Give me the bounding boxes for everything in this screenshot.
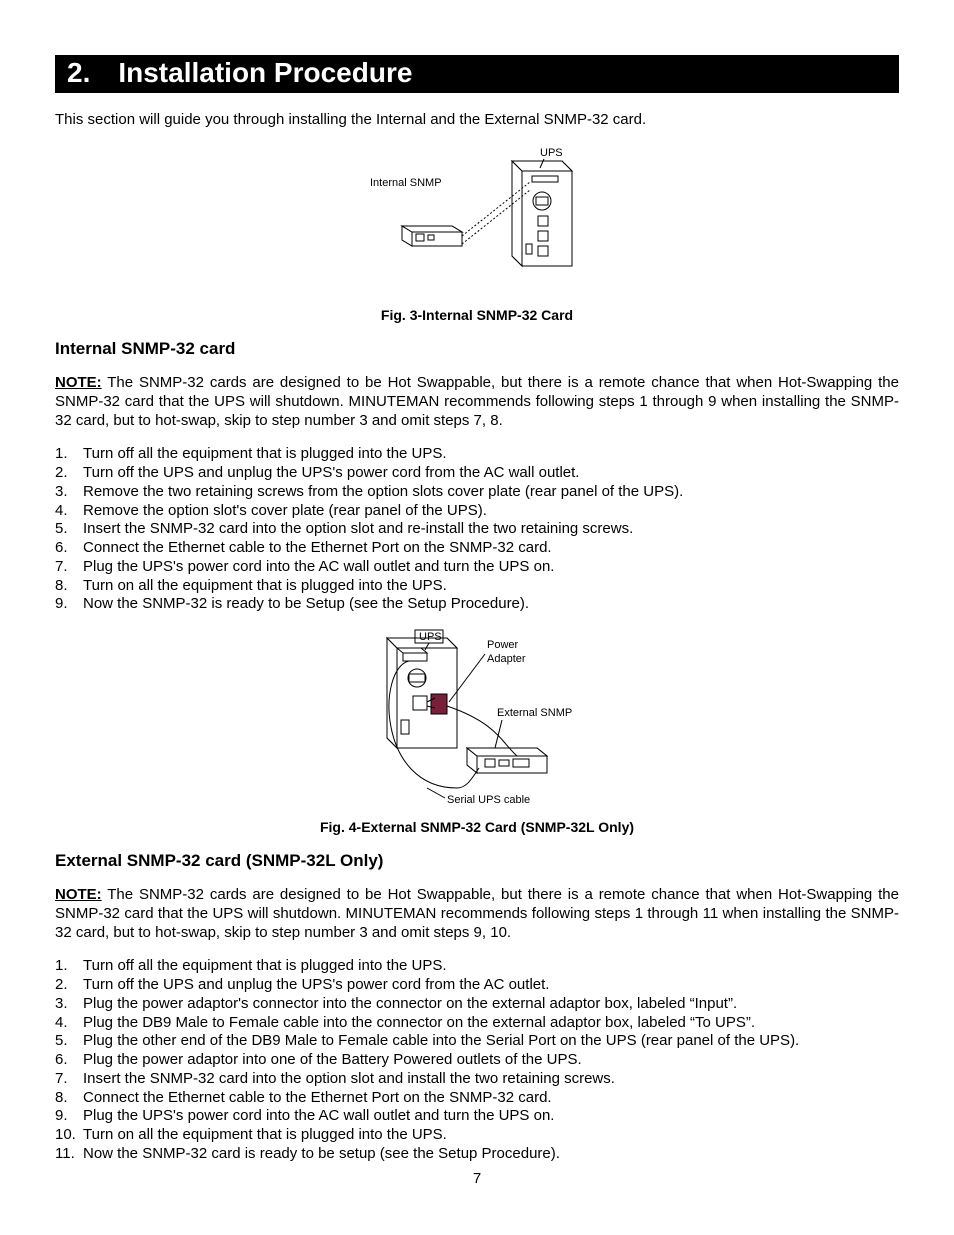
step-number: 11.: [55, 1145, 83, 1164]
list-item: 9.Now the SNMP-32 is ready to be Setup (…: [55, 595, 899, 614]
step-text: Turn off all the equipment that is plugg…: [83, 957, 447, 976]
list-item: 2.Turn off the UPS and unplug the UPS's …: [55, 976, 899, 995]
figure-4-caption: Fig. 4-External SNMP-32 Card (SNMP-32L O…: [55, 819, 899, 835]
fig3-internal-label: Internal SNMP: [370, 177, 442, 189]
list-item: 8.Connect the Ethernet cable to the Ethe…: [55, 1089, 899, 1108]
list-item: 6.Plug the power adaptor into one of the…: [55, 1051, 899, 1070]
step-text: Insert the SNMP-32 card into the option …: [83, 1070, 615, 1089]
list-item: 6.Connect the Ethernet cable to the Ethe…: [55, 539, 899, 558]
step-text: Turn off the UPS and unplug the UPS's po…: [83, 464, 579, 483]
step-number: 1.: [55, 957, 83, 976]
list-item: 3.Plug the power adaptor's connector int…: [55, 995, 899, 1014]
list-item: 11.Now the SNMP-32 card is ready to be s…: [55, 1145, 899, 1164]
list-item: 1.Turn off all the equipment that is plu…: [55, 445, 899, 464]
step-text: Connect the Ethernet cable to the Ethern…: [83, 1089, 552, 1108]
step-text: Turn on all the equipment that is plugge…: [83, 1126, 447, 1145]
fig4-external-label: External SNMP: [497, 707, 572, 719]
fig4-serial-label: Serial UPS cable: [447, 794, 530, 806]
step-text: Now the SNMP-32 card is ready to be setu…: [83, 1145, 560, 1164]
step-text: Plug the UPS's power cord into the AC wa…: [83, 1107, 554, 1126]
figure-4-diagram: UPS Power Adapter External SNMP: [347, 628, 607, 808]
figure-3-caption: Fig. 3-Internal SNMP-32 Card: [55, 307, 899, 323]
list-item: 7.Insert the SNMP-32 card into the optio…: [55, 1070, 899, 1089]
step-text: Turn off the UPS and unplug the UPS's po…: [83, 976, 549, 995]
step-number: 4.: [55, 502, 83, 521]
step-text: Remove the two retaining screws from the…: [83, 483, 683, 502]
fig4-power-label: Power: [487, 639, 519, 651]
step-number: 5.: [55, 520, 83, 539]
list-item: 1.Turn off all the equipment that is plu…: [55, 957, 899, 976]
list-item: 4.Remove the option slot's cover plate (…: [55, 502, 899, 521]
step-number: 5.: [55, 1032, 83, 1051]
step-number: 6.: [55, 539, 83, 558]
step-number: 3.: [55, 483, 83, 502]
list-item: 10.Turn on all the equipment that is plu…: [55, 1126, 899, 1145]
internal-note: NOTE: The SNMP-32 cards are designed to …: [55, 374, 899, 430]
step-text: Turn on all the equipment that is plugge…: [83, 577, 447, 596]
step-text: Plug the other end of the DB9 Male to Fe…: [83, 1032, 799, 1051]
figure-3: UPS Internal SNMP Fig. 3-Internal SNMP-3…: [55, 146, 899, 323]
internal-heading: Internal SNMP-32 card: [55, 339, 899, 359]
figure-4: UPS Power Adapter External SNMP: [55, 628, 899, 835]
list-item: 4.Plug the DB9 Male to Female cable into…: [55, 1014, 899, 1033]
step-number: 7.: [55, 558, 83, 577]
step-number: 1.: [55, 445, 83, 464]
step-text: Plug the power adaptor's connector into …: [83, 995, 737, 1014]
step-text: Remove the option slot's cover plate (re…: [83, 502, 487, 521]
fig4-adapter-label: Adapter: [487, 653, 526, 665]
list-item: 8.Turn on all the equipment that is plug…: [55, 577, 899, 596]
step-text: Turn off all the equipment that is plugg…: [83, 445, 447, 464]
step-text: Now the SNMP-32 is ready to be Setup (se…: [83, 595, 529, 614]
list-item: 5.Plug the other end of the DB9 Male to …: [55, 1032, 899, 1051]
list-item: 7.Plug the UPS's power cord into the AC …: [55, 558, 899, 577]
external-heading: External SNMP-32 card (SNMP-32L Only): [55, 851, 899, 871]
figure-3-diagram: UPS Internal SNMP: [362, 146, 592, 296]
external-note-text: The SNMP-32 cards are designed to be Hot…: [55, 886, 899, 941]
step-text: Connect the Ethernet cable to the Ethern…: [83, 539, 552, 558]
step-text: Plug the DB9 Male to Female cable into t…: [83, 1014, 755, 1033]
fig3-ups-label: UPS: [540, 147, 563, 159]
step-number: 2.: [55, 976, 83, 995]
intro-paragraph: This section will guide you through inst…: [55, 111, 899, 128]
step-number: 9.: [55, 595, 83, 614]
list-item: 9.Plug the UPS's power cord into the AC …: [55, 1107, 899, 1126]
step-number: 8.: [55, 1089, 83, 1108]
list-item: 2.Turn off the UPS and unplug the UPS's …: [55, 464, 899, 483]
internal-note-text: The SNMP-32 cards are designed to be Hot…: [55, 374, 899, 429]
list-item: 3.Remove the two retaining screws from t…: [55, 483, 899, 502]
step-number: 10.: [55, 1126, 83, 1145]
section-header: 2. Installation Procedure: [55, 55, 899, 93]
step-number: 8.: [55, 577, 83, 596]
step-number: 2.: [55, 464, 83, 483]
list-item: 5.Insert the SNMP-32 card into the optio…: [55, 520, 899, 539]
internal-note-label: NOTE:: [55, 374, 102, 391]
step-text: Insert the SNMP-32 card into the option …: [83, 520, 633, 539]
external-note-label: NOTE:: [55, 886, 102, 903]
step-number: 9.: [55, 1107, 83, 1126]
page-number: 7: [0, 1170, 954, 1187]
page: 2. Installation Procedure This section w…: [0, 0, 954, 1235]
step-number: 6.: [55, 1051, 83, 1070]
step-number: 3.: [55, 995, 83, 1014]
step-number: 4.: [55, 1014, 83, 1033]
step-text: Plug the power adaptor into one of the B…: [83, 1051, 582, 1070]
internal-step-list: 1.Turn off all the equipment that is plu…: [55, 445, 899, 614]
step-number: 7.: [55, 1070, 83, 1089]
step-text: Plug the UPS's power cord into the AC wa…: [83, 558, 554, 577]
external-note: NOTE: The SNMP-32 cards are designed to …: [55, 886, 899, 942]
section-title: 2. Installation Procedure: [67, 57, 412, 88]
fig4-ups-label: UPS: [419, 631, 442, 643]
external-step-list: 1.Turn off all the equipment that is plu…: [55, 957, 899, 1163]
